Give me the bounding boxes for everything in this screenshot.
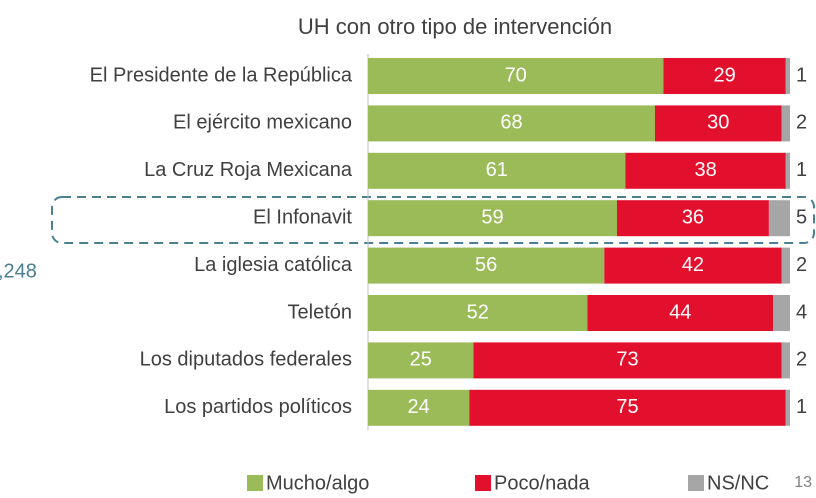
bar-segment [663,58,786,94]
bar-segment [768,200,790,237]
category-label: La iglesia católica [194,254,353,276]
value-label: 61 [486,159,508,181]
value-label: 1 [796,64,807,86]
bar-segment [616,200,769,237]
annotation: ,248 [0,260,37,282]
legend-label: Mucho/algo [266,472,369,494]
legend-swatch [475,475,491,491]
bar-segment [587,295,774,331]
bar-segment [368,247,605,284]
legend-swatch [247,475,263,491]
bar-segment [368,58,664,94]
value-label: 56 [475,254,497,276]
bar-segment [785,389,790,426]
value-label: 24 [408,396,430,418]
value-label: 1 [796,396,807,418]
bar-segment [781,105,790,142]
category-label: Los diputados federales [140,349,352,371]
bar-segment [625,152,786,189]
page-number: 13 [794,474,812,491]
value-label: 25 [410,349,432,371]
bar-segment [368,152,626,189]
category-label: El Presidente de la República [90,64,353,86]
legend-label: NS/NC [707,472,769,494]
bar-segment [469,389,786,426]
value-label: 1 [796,159,807,181]
value-label: 29 [713,64,735,86]
value-label: 52 [467,301,489,323]
bar-segment [473,342,782,379]
value-label: 30 [707,112,729,134]
value-label: 2 [796,112,807,134]
bar-segment [785,152,790,189]
value-label: 36 [682,206,704,228]
category-label: Teletón [288,301,353,323]
bar-segment [368,105,655,142]
value-label: 2 [796,349,807,371]
value-label: 73 [616,349,638,371]
category-label: El Infonavit [253,206,352,228]
bar-segment [368,389,470,426]
value-label: 2 [796,254,807,276]
bar-segment [368,295,588,331]
bar-segment [781,247,790,284]
value-label: 42 [682,254,704,276]
bar-segment [785,58,790,94]
bar-segment [654,105,782,142]
value-label: 38 [694,159,716,181]
legend-swatch [688,475,704,491]
legend-label: Poco/nada [494,472,591,494]
value-label: 59 [481,206,503,228]
bar-segment [604,247,782,284]
category-label: La Cruz Roja Mexicana [144,159,353,181]
category-label: Los partidos políticos [164,396,352,418]
highlight-box [51,196,815,244]
value-label: 70 [505,64,527,86]
value-label: 5 [796,206,807,228]
value-label: 68 [500,112,522,134]
chart-title: UH con otro tipo de intervención [298,14,612,39]
bar-segment [368,342,474,379]
value-label: 4 [796,301,807,323]
bar-segment [368,200,617,237]
bar-segment [781,342,790,379]
bar-segment [773,295,790,331]
category-label: El ejército mexicano [173,112,352,134]
value-label: 75 [616,396,638,418]
value-label: 44 [669,301,691,323]
